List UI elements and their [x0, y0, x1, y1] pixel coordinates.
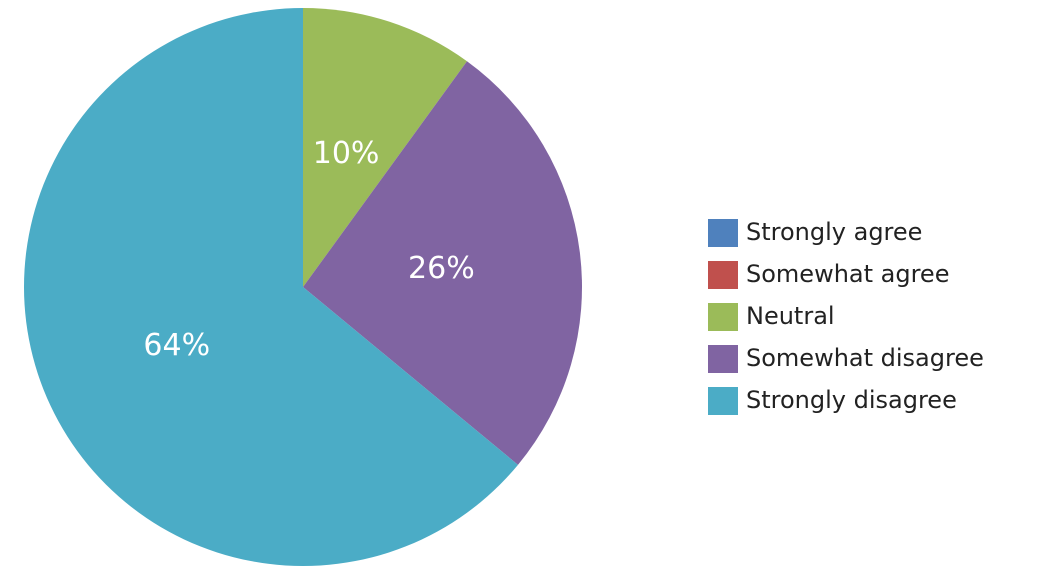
- legend-label: Strongly agree: [746, 218, 922, 246]
- data-label: 64%: [143, 328, 210, 363]
- pie-slice: [303, 61, 582, 465]
- legend-label: Neutral: [746, 302, 835, 330]
- legend-swatch: [708, 303, 738, 331]
- legend-swatch: [708, 345, 738, 373]
- pie-slice: [303, 8, 467, 287]
- data-label: 10%: [313, 136, 380, 171]
- legend-swatch: [708, 387, 738, 415]
- legend-label: Somewhat agree: [746, 260, 949, 288]
- data-label: 26%: [408, 251, 475, 286]
- legend-swatch: [708, 261, 738, 289]
- legend-swatch: [708, 219, 738, 247]
- pie-slice: [23, 8, 518, 566]
- legend-label: Strongly disagree: [746, 386, 957, 414]
- legend-label: Somewhat disagree: [746, 344, 984, 372]
